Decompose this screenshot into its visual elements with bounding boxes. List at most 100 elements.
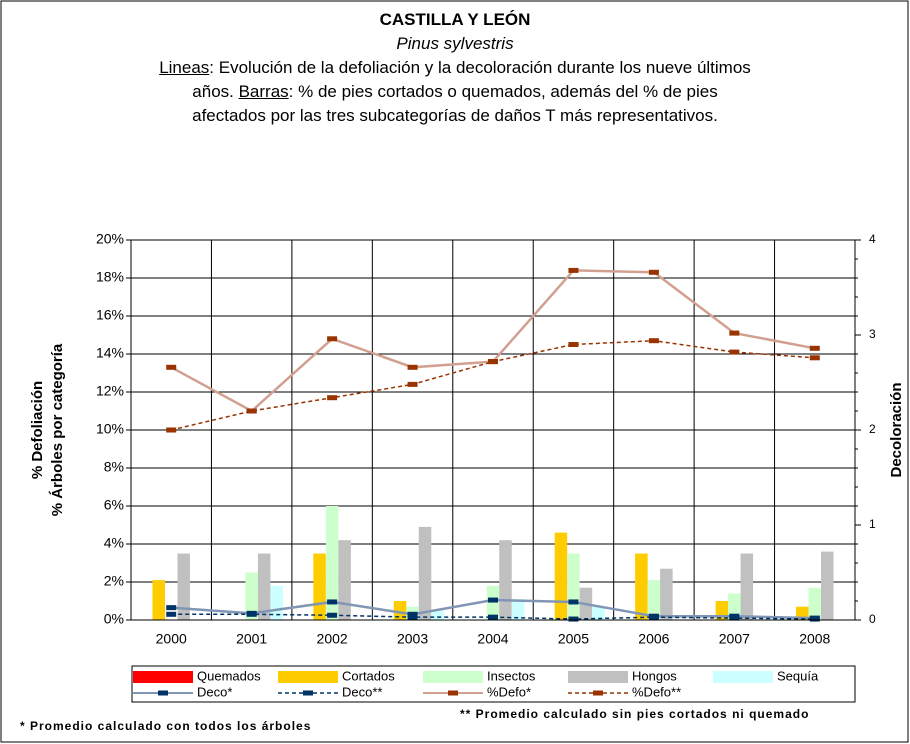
bar (499, 540, 512, 620)
legend-swatch (568, 671, 628, 683)
line-marker (407, 381, 418, 387)
line-marker (809, 616, 820, 622)
line-marker (729, 615, 740, 621)
y-tick-label: 8% (104, 459, 124, 475)
legend-marker (593, 690, 603, 696)
line-marker (246, 408, 257, 414)
x-tick-label: 2003 (397, 631, 428, 647)
line-marker (729, 349, 740, 355)
y-tick-label: 6% (104, 497, 124, 513)
legend-label: %Defo** (632, 684, 681, 699)
line-marker (327, 599, 338, 605)
bar (152, 580, 165, 620)
legend-label: Insectos (487, 668, 536, 683)
y-tick-label: 10% (96, 421, 124, 437)
y-axis-label: % Árboles por categoría (49, 343, 66, 516)
y2-tick-label: 2 (869, 422, 876, 436)
footnote: * Promedio calculado con todos los árbol… (20, 719, 311, 733)
bar (177, 553, 190, 620)
series-line (171, 613, 815, 620)
legend-swatch (423, 671, 483, 683)
bar (431, 610, 444, 620)
legend-label: Deco** (342, 684, 382, 699)
bar (325, 506, 339, 620)
description-text: años. (192, 82, 239, 101)
bar (592, 606, 605, 620)
legend-label: Sequía (777, 668, 819, 683)
legend-swatch (133, 671, 193, 683)
bar (728, 593, 741, 620)
y2-axis-label: Decoloración (888, 382, 905, 477)
line-marker (488, 359, 498, 365)
y2-tick-label: 0 (869, 612, 876, 626)
line-marker (166, 364, 177, 370)
x-tick-label: 2005 (558, 631, 589, 647)
y-tick-label: 18% (96, 269, 124, 285)
y-tick-label: 0% (104, 611, 124, 627)
description-text: Barras (238, 82, 289, 101)
legend-marker (158, 690, 168, 696)
y2-tick-label: 1 (869, 517, 876, 531)
line-marker (648, 269, 659, 275)
line-marker (327, 612, 338, 618)
legend-marker (303, 690, 313, 696)
legend-label: Cortados (342, 668, 395, 683)
description-text: : Evolución de la defoliación y la decol… (209, 58, 751, 77)
bar (257, 553, 271, 620)
bar (418, 526, 432, 620)
y2-tick-label: 4 (869, 232, 876, 246)
line-marker (246, 611, 257, 617)
x-tick-label: 2007 (719, 631, 750, 647)
bar (567, 553, 580, 620)
legend-marker (448, 690, 458, 696)
line-marker (407, 364, 418, 370)
line-marker (488, 597, 498, 603)
legend-label: Quemados (197, 668, 261, 683)
description-text: : % de pies cortados o quemados, además … (288, 82, 718, 101)
line-marker (568, 616, 579, 622)
line-marker (568, 599, 579, 605)
x-tick-label: 2002 (317, 631, 348, 647)
legend-label: Deco* (197, 684, 232, 699)
line-marker (166, 605, 177, 611)
line-marker (327, 395, 338, 401)
y-tick-label: 16% (96, 307, 124, 323)
footnote: ** Promedio calculado sin pies cortados … (460, 707, 809, 721)
y-tick-label: 2% (104, 573, 124, 589)
chart-subtitle: Pinus sylvestris (396, 34, 514, 53)
description-text: afectados por las tres subcategorías de … (192, 106, 718, 125)
description-line: afectados por las tres subcategorías de … (0, 104, 910, 127)
bar (660, 568, 673, 620)
x-tick-label: 2008 (799, 631, 830, 647)
line-marker (648, 338, 659, 344)
x-tick-label: 2006 (638, 631, 669, 647)
y-tick-label: 20% (96, 231, 124, 247)
line-marker (729, 330, 740, 336)
y-axis-label: % Defoliación (29, 381, 46, 479)
bar (808, 587, 822, 620)
line-marker (166, 427, 177, 433)
y-tick-label: 4% (104, 535, 124, 551)
line-marker (809, 355, 820, 361)
bar (821, 551, 834, 620)
bar (245, 572, 258, 620)
x-tick-label: 2001 (236, 631, 267, 647)
bar (740, 553, 754, 620)
bar (635, 553, 648, 620)
line-marker (568, 342, 579, 347)
legend-swatch (713, 671, 773, 683)
y-tick-label: 14% (96, 345, 124, 361)
legend-swatch (278, 671, 338, 683)
bar (393, 601, 407, 620)
y2-tick-label: 3 (869, 327, 876, 341)
legend-label: Hongos (632, 668, 677, 683)
x-tick-label: 2000 (156, 631, 187, 647)
bar (338, 540, 351, 620)
legend-label: %Defo* (487, 684, 531, 699)
bar (313, 553, 326, 620)
bar (554, 532, 568, 620)
line-marker (488, 614, 498, 620)
bar (647, 580, 661, 620)
line-marker (166, 611, 177, 617)
